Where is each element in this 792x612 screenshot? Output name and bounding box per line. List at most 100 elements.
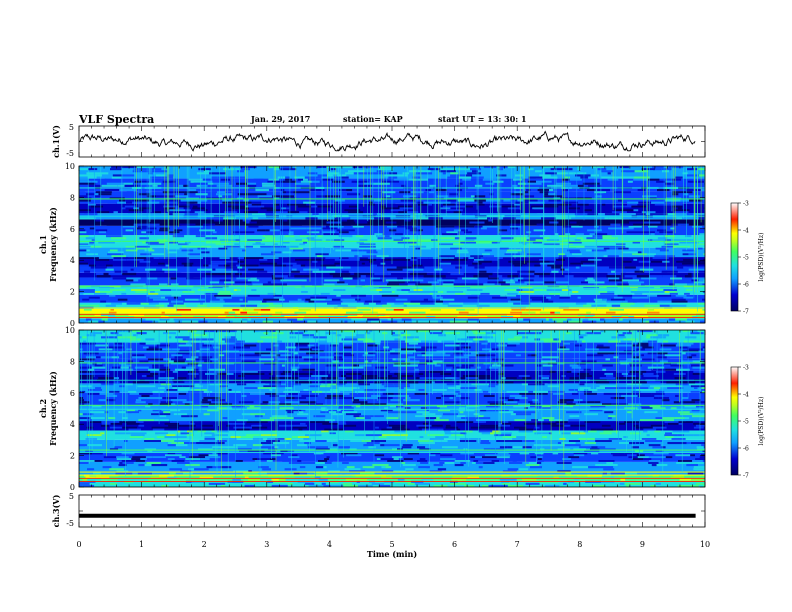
spectral-cell [438,334,446,337]
spectral-cell [369,330,373,333]
spectral-cell [244,476,249,479]
spectral-cell [454,464,464,467]
spectral-cell [467,318,479,321]
spectral-cell [79,264,89,267]
spectral-cell [478,217,487,220]
spectral-cell [594,180,610,183]
spectral-cell [332,444,338,447]
spectral-cell [342,342,353,345]
spectral-cell [652,166,664,169]
spectral-cell [217,207,232,210]
spectral-cell [688,260,702,263]
spectral-cell [476,304,490,307]
spectral-cell [217,176,224,179]
spectral-cell [100,300,107,303]
spectral-cell [691,442,705,445]
spectral-cell [702,308,705,312]
spectral-cell [392,358,396,361]
spectral-cell [606,275,621,278]
spectral-cell [131,442,146,445]
spectral-cell [563,405,570,408]
spectral-cell [660,344,676,347]
spectral-cell [510,424,518,427]
spectral-cell [674,283,688,286]
spectral-cell [533,281,545,284]
spectral-cell [655,484,663,487]
spectral-cell [684,405,696,408]
spectral-cell [685,336,697,339]
spectral-cell [566,255,584,258]
spectral-cell [490,394,495,397]
spectral-cell [530,403,541,406]
spectral-cell [460,387,477,389]
spectral-cell [298,478,312,481]
spectral-cell [645,439,663,442]
spectral-cell [206,217,224,220]
spectral-cell [669,372,674,375]
spectral-cell [507,439,522,442]
spectral-cell [420,300,436,303]
spectral-cell [539,482,554,485]
spectral-cell [136,247,153,250]
spectral-cell [540,338,554,341]
spectral-cell [200,458,210,460]
spectral-cell [279,403,292,406]
spectral-cell [95,229,108,232]
spectral-cell [191,356,199,359]
spectral-cell [249,275,256,278]
spectral-cell [677,332,691,335]
spectral-cell [229,430,238,433]
spectral-cell [473,413,480,416]
spectral-cell [684,470,697,473]
spectral-cell [507,292,518,295]
spectral-cell [109,482,117,485]
spectral-cell [351,405,356,408]
spectral-cell [313,428,319,431]
spectral-cell [577,390,584,393]
spectral-cell [456,320,468,323]
spectral-cell [98,193,112,196]
spectral-cell [557,203,572,206]
spectral-cell [182,401,194,404]
spectral-cell [95,334,113,337]
spectral-cell [641,407,653,410]
spectral-cell [244,405,250,408]
spectral-cell [79,300,85,303]
spectral-cell [379,211,384,214]
spectral-cell [361,268,378,271]
spectral-cell [549,170,562,173]
spectral-cell [342,461,349,464]
spectral-cell [522,411,536,414]
spectral-cell [633,399,647,402]
spectral-cell [96,277,102,280]
spectral-cell [121,364,132,367]
spectral-cell [338,318,352,321]
spectral-cell [386,268,403,271]
spectral-cell [488,484,501,487]
spectral-cell [139,352,148,355]
spectral-cell [463,243,478,246]
spectral-cell [474,199,486,202]
spectral-cell [249,372,265,375]
spectral-cell [522,478,537,481]
spectral-cell [559,243,573,246]
spectral-cell [385,221,397,224]
spectral-cell [444,461,455,464]
spectral-cell [293,472,300,475]
spectral-cell [405,360,420,363]
spectral-cell [262,320,273,323]
spectral-cell [480,439,489,442]
spectral-cell [133,207,139,210]
spectral-cell [93,255,97,258]
spectral-cell [527,354,532,357]
spectral-cell [323,432,330,435]
spectral-band [79,474,705,481]
spectral-cell [577,168,582,171]
spectral-cell [607,417,612,420]
spectral-cell [169,338,183,341]
spectral-cell [596,245,610,248]
spectral-cell [619,277,633,280]
spectral-cell [90,438,97,440]
spectral-cell [262,235,274,238]
spectral-cell [171,348,180,351]
